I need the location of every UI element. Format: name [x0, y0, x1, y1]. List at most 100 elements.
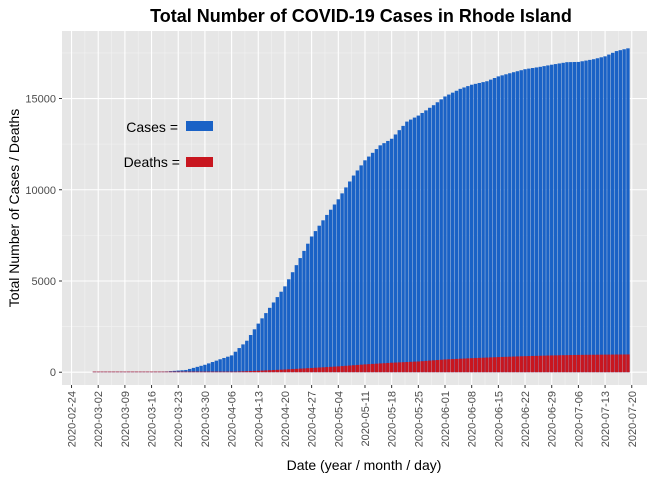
cases-bar	[180, 370, 184, 373]
deaths-bar	[92, 371, 97, 373]
deaths-bar	[142, 371, 146, 373]
cases-bar	[233, 351, 238, 373]
deaths-bar	[443, 359, 447, 373]
cases-bar	[191, 367, 196, 373]
deaths-bar	[591, 354, 596, 373]
cases-bar	[336, 199, 341, 373]
cases-bar	[241, 344, 245, 373]
deaths-bar	[496, 357, 501, 373]
deaths-bar	[210, 371, 215, 373]
deaths-bar	[599, 354, 603, 373]
deaths-bar	[610, 354, 615, 373]
y-tick-label: 15000	[25, 94, 56, 106]
cases-bar	[245, 340, 249, 373]
deaths-bar	[321, 367, 325, 373]
deaths-bar	[412, 361, 417, 373]
legend-swatch-cases	[186, 121, 213, 131]
deaths-bar	[370, 363, 375, 373]
cases-bar	[290, 272, 295, 373]
x-tick-label: 2020-05-04	[333, 391, 345, 447]
y-axis-title: Total Number of Cases / Deaths	[6, 109, 22, 307]
cases-bar	[584, 60, 588, 373]
cases-bar	[256, 323, 260, 373]
legend-label-cases: Cases =	[126, 119, 178, 135]
deaths-bar	[111, 371, 116, 373]
deaths-bar	[260, 370, 264, 373]
cases-bar	[416, 115, 421, 373]
deaths-bar	[123, 371, 127, 373]
cases-bar	[504, 74, 508, 373]
x-tick-label: 2020-03-09	[120, 391, 132, 447]
cases-bar	[462, 87, 466, 373]
deaths-bar	[332, 366, 337, 373]
deaths-bar	[100, 371, 104, 373]
cases-bar	[489, 79, 493, 373]
x-tick-label: 2020-06-01	[440, 391, 452, 447]
deaths-bar	[557, 355, 562, 373]
cases-bar	[607, 54, 611, 373]
deaths-bar	[275, 369, 280, 373]
deaths-bar	[126, 371, 131, 373]
deaths-bar	[340, 366, 344, 373]
cases-bar	[538, 66, 542, 373]
deaths-bar	[290, 369, 295, 373]
deaths-bar	[546, 355, 550, 373]
cases-bar	[527, 68, 531, 373]
deaths-bar	[248, 371, 253, 373]
deaths-bar	[595, 354, 600, 373]
deaths-bar	[428, 360, 432, 373]
cases-bar	[439, 99, 443, 373]
deaths-bar	[431, 360, 436, 373]
cases-bar	[466, 86, 470, 373]
cases-bar	[523, 69, 527, 373]
deaths-bar	[271, 370, 276, 373]
x-tick-label: 2020-04-20	[280, 391, 292, 447]
x-tick-label: 2020-03-30	[200, 391, 212, 447]
deaths-bar	[214, 371, 219, 373]
cases-bar	[447, 94, 451, 373]
deaths-bar	[367, 364, 371, 373]
x-tick-label: 2020-02-24	[67, 391, 79, 447]
deaths-bar	[168, 371, 173, 373]
deaths-bar	[607, 354, 611, 373]
cases-bar	[294, 265, 299, 373]
cases-bar	[603, 56, 607, 373]
cases-bar	[420, 112, 424, 373]
cases-bar	[515, 71, 520, 373]
cases-bar	[477, 82, 482, 373]
cases-bar	[546, 65, 550, 373]
deaths-bar	[172, 371, 177, 373]
cases-bar	[492, 78, 497, 373]
cases-bar	[348, 181, 352, 373]
deaths-bar	[477, 357, 482, 373]
deaths-bar	[538, 355, 542, 373]
cases-bar	[187, 368, 192, 373]
cases-bar	[359, 165, 363, 373]
deaths-bar	[527, 356, 531, 373]
deaths-bar	[283, 369, 287, 373]
cases-bar	[405, 121, 409, 373]
deaths-bar	[344, 365, 348, 373]
deaths-bar	[626, 354, 630, 373]
deaths-bar	[184, 371, 188, 373]
x-tick-label: 2020-03-23	[173, 391, 185, 447]
deaths-bar	[309, 367, 314, 373]
cases-bar	[572, 62, 577, 373]
cases-bar	[473, 83, 478, 373]
cases-bar	[508, 73, 512, 373]
deaths-bar	[104, 371, 108, 373]
deaths-bar	[245, 371, 249, 373]
deaths-bar	[622, 354, 626, 373]
deaths-bar	[393, 362, 398, 373]
deaths-bar	[233, 371, 238, 373]
deaths-bar	[165, 371, 169, 373]
cases-bar	[287, 279, 291, 373]
cases-bar	[260, 318, 264, 373]
cases-bar	[550, 64, 554, 373]
cases-bar	[306, 243, 310, 373]
deaths-bar	[450, 359, 455, 373]
deaths-bar	[378, 363, 382, 373]
cases-bar	[226, 356, 230, 373]
x-tick-label: 2020-07-06	[573, 391, 585, 447]
